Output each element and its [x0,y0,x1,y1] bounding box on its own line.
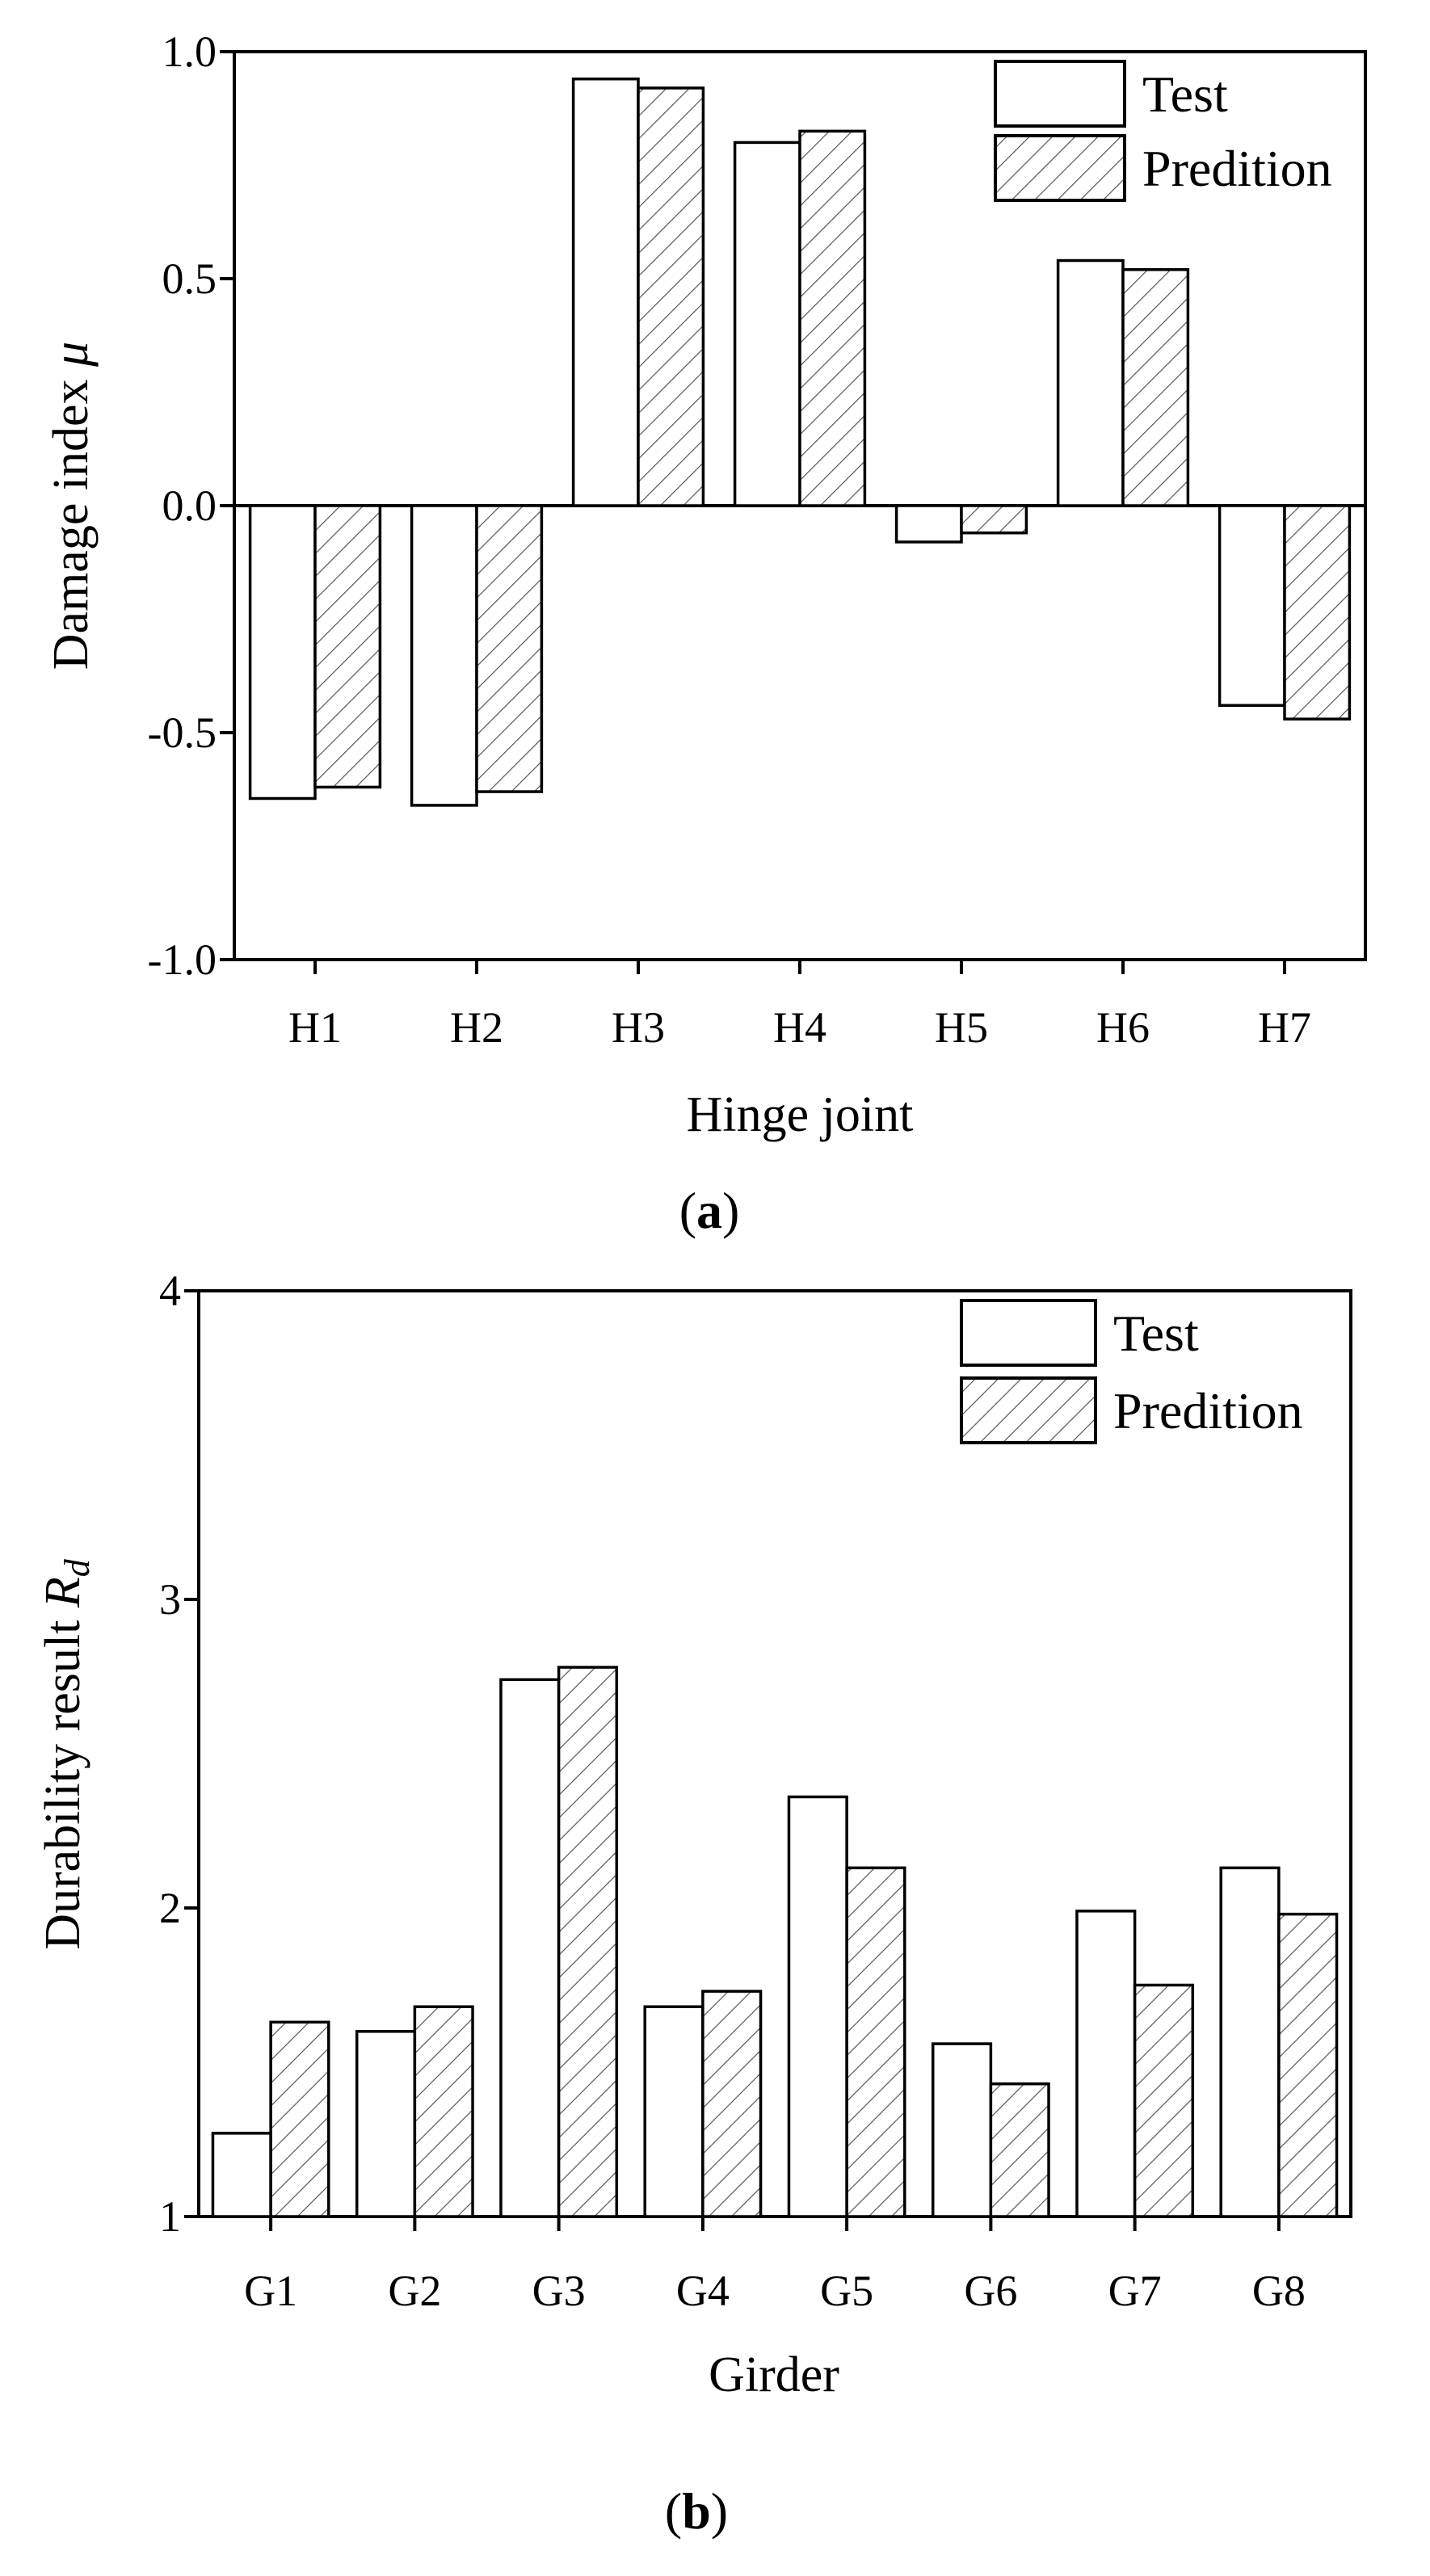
plot-frame [197,1289,1352,2218]
y-axis-title-text: Damage index [44,367,99,670]
legend-swatch-test [994,60,1126,128]
bar-predition-g1 [269,2020,330,2218]
bar-test-g5 [787,1795,848,2218]
bar-test-g6 [931,2042,993,2218]
x-tick-label: H3 [612,1003,665,1052]
bar-test-h1 [248,504,317,801]
y-axis-title-text: Durability result [36,1607,90,1950]
bar-predition-h3 [637,86,705,507]
y-axis-title-subscript: d [57,1558,97,1577]
y-tick-label: 4 [159,1267,181,1315]
x-tick-label: G4 [676,2267,730,2315]
caption-open: ( [665,2482,682,2540]
y-axis-title: Durability result Rd [36,1558,97,1949]
caption-open: ( [679,1182,696,1239]
x-tick-label: G5 [820,2267,873,2315]
bar-predition-h1 [313,504,382,789]
legend-swatch-predition [994,134,1126,202]
caption-letter: b [682,2482,711,2540]
y-axis-title-symbol: R [36,1577,90,1608]
y-tick-label: 2 [159,1884,181,1932]
x-tick-label: G3 [532,2267,586,2315]
legend-swatch-predition [960,1376,1097,1444]
bar-predition-g5 [845,1866,906,2218]
x-tick-label: H6 [1096,1003,1150,1052]
x-tick-label: H7 [1258,1003,1311,1052]
y-tick-label: 3 [159,1575,181,1624]
caption-b: (b) [665,2482,728,2540]
y-tick-label: 1.0 [162,27,217,76]
legend-label-test: Test [1142,65,1228,123]
caption-close: ) [722,1182,739,1239]
ticks-group: H1 H2 H3 H4 H5 H6 H7 -1.0 -0.5 0.0 0.5 1.0 [148,27,1311,1052]
legend: Test Predition [994,60,1332,202]
bar-predition-g8 [1277,1912,1339,2218]
x-tick-label: G6 [964,2267,1017,2315]
x-tick-label: H4 [773,1003,826,1052]
legend-label-test: Test [1113,1305,1199,1362]
bar-predition-g2 [413,2005,474,2218]
y-tick-label: -0.5 [148,708,217,757]
bars-group [234,77,1365,807]
bar-test-g2 [355,2030,417,2218]
y-tick-label: 1 [159,2192,181,2241]
x-tick-label: G8 [1252,2267,1306,2315]
legend: Test Predition [960,1299,1303,1444]
bar-predition-h7 [1283,504,1352,721]
x-tick-label: H1 [288,1003,342,1052]
bar-test-h3 [571,77,640,507]
x-tick-label: H2 [450,1003,503,1052]
bar-test-g1 [211,2132,272,2218]
bar-predition-g3 [557,1666,619,2218]
ticks-group: G1 G2 G3 G4 G5 G6 G7 G8 1 2 3 4 [159,1267,1306,2315]
bar-test-g4 [643,2005,704,2218]
bar-predition-h6 [1121,268,1190,507]
x-tick-label: G2 [388,2267,441,2315]
x-tick-label: G1 [244,2267,297,2315]
bar-test-g8 [1219,1866,1281,2218]
y-axis-title-symbol: μ [44,342,99,368]
bar-test-h2 [410,504,478,807]
legend-label-predition: Predition [1142,140,1332,197]
bar-predition-g7 [1133,1983,1195,2218]
y-tick-label: -1.0 [148,935,217,984]
x-axis-title: Girder [709,2347,839,2402]
bar-test-g7 [1075,1910,1137,2218]
bar-test-h4 [733,141,801,507]
chart-panel-a: H1 H2 H3 H4 H5 H6 H7 -1.0 -0.5 0.0 0.5 1.0 Hinge jo… [44,27,1367,1239]
x-tick-label: H5 [935,1003,988,1052]
y-tick-label: 0.0 [162,481,217,530]
caption-letter: a [696,1182,722,1239]
bar-test-h7 [1218,504,1286,708]
bar-predition-g6 [989,2082,1050,2218]
bar-predition-h5 [960,504,1028,535]
bar-predition-h2 [475,504,544,793]
bar-predition-g4 [701,1990,763,2218]
chart-panel-b: G1 G2 G3 G4 G5 G6 G7 G8 1 2 3 4 Girder Durability r… [36,1267,1352,2540]
y-axis-title: Damage index μ [44,342,99,670]
caption-a: (a) [679,1182,740,1239]
bar-predition-h4 [798,129,867,507]
x-axis-title: Hinge joint [687,1087,914,1142]
bar-test-h6 [1056,258,1125,507]
y-tick-label: 0.5 [162,254,217,303]
caption-close: ) [711,2482,728,2540]
legend-label-predition: Predition [1113,1382,1303,1439]
bar-test-g3 [499,1678,561,2218]
bars-group [211,1666,1339,2218]
x-tick-label: G7 [1108,2267,1162,2315]
bar-test-h5 [894,504,963,544]
legend-swatch-test [960,1299,1097,1367]
